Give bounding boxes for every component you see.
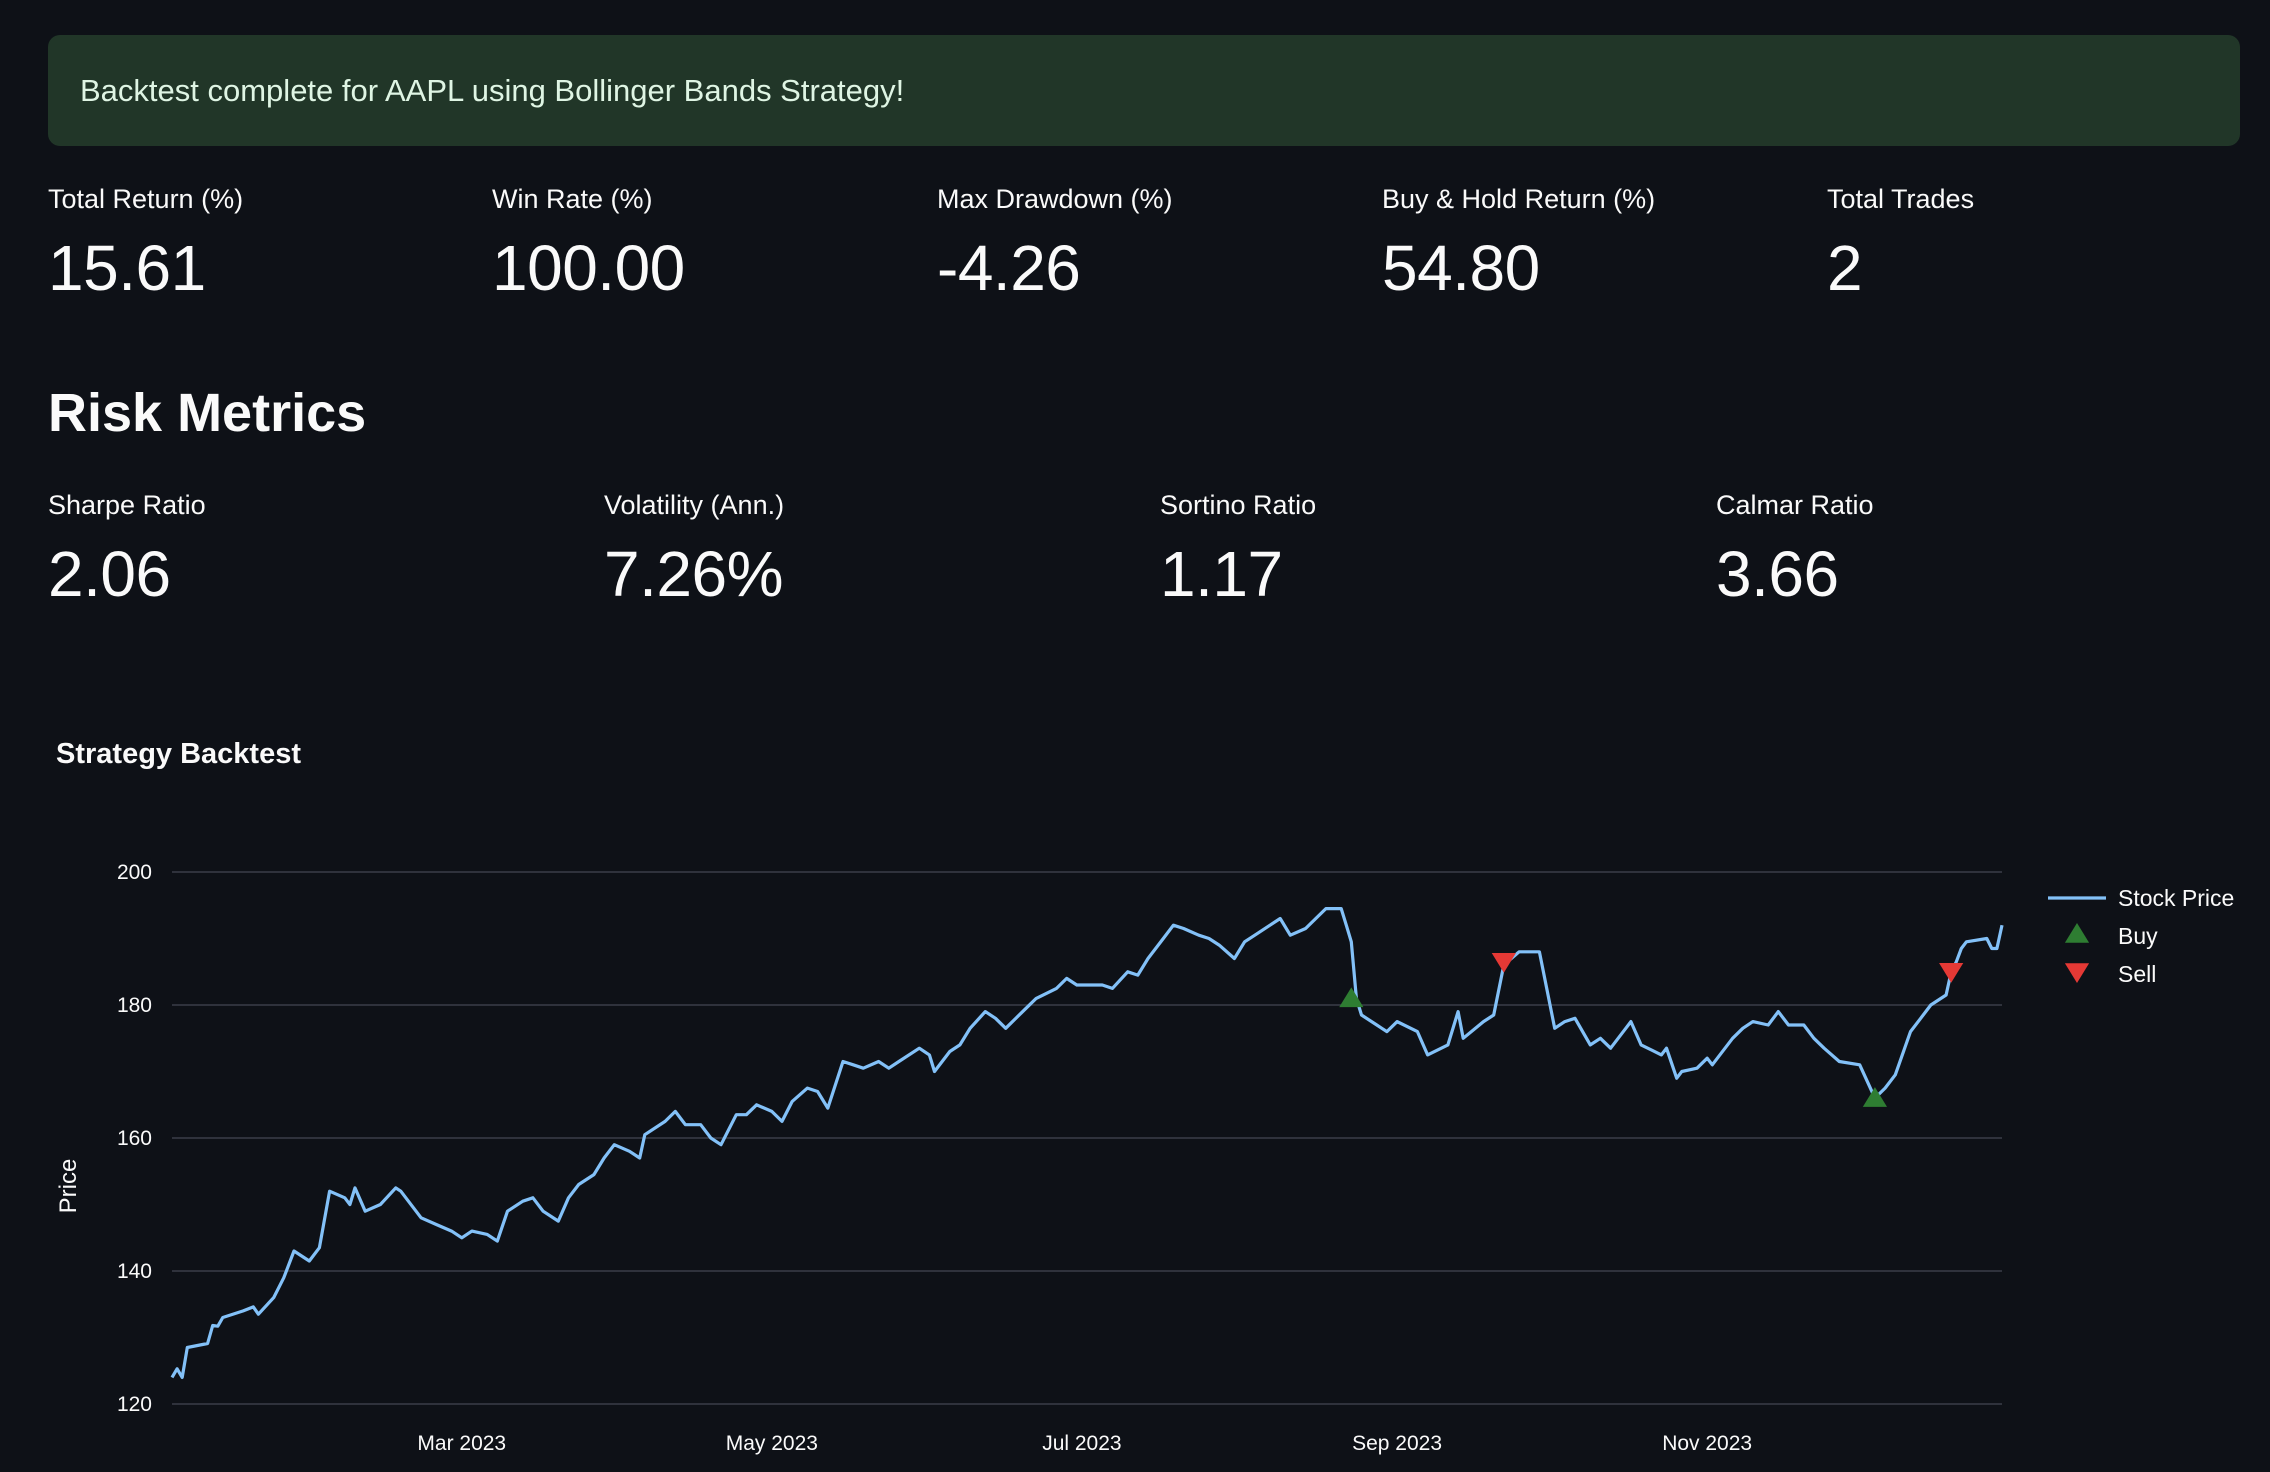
y-tick-label: 160 xyxy=(117,1127,152,1150)
metric-sortino-ratio: Sortino Ratio 1.17 xyxy=(1160,490,1316,611)
legend-buy-label: Buy xyxy=(2118,923,2158,949)
metric-buy-hold-return: Buy & Hold Return (%) 54.80 xyxy=(1382,184,1655,305)
grid-layer xyxy=(172,871,2002,1405)
metric-calmar-ratio: Calmar Ratio 3.66 xyxy=(1716,490,1874,611)
x-tick-label: Mar 2023 xyxy=(417,1432,506,1455)
metric-label: Buy & Hold Return (%) xyxy=(1382,184,1656,214)
x-tick-label: Sep 2023 xyxy=(1352,1432,1442,1455)
legend-sell-label: Sell xyxy=(2118,961,2156,987)
metric-label: Win Rate (%) xyxy=(492,184,653,214)
metric-label: Total Trades xyxy=(1827,184,1975,214)
legend-layer: Stock Price Buy Sell xyxy=(2048,885,2234,987)
metric-label: Max Drawdown (%) xyxy=(937,184,1173,214)
metric-total-trades: Total Trades 2 xyxy=(1827,184,1974,305)
stock-price-line xyxy=(170,907,2004,1379)
metric-value: 100.00 xyxy=(492,232,685,304)
y-tick-label: 120 xyxy=(117,1393,152,1416)
y-tick-label: 200 xyxy=(117,861,152,884)
metric-value: 3.66 xyxy=(1716,538,1839,610)
metric-value: 1.17 xyxy=(1160,538,1283,610)
legend-sell-swatch xyxy=(2064,963,2090,983)
marker-layer xyxy=(1339,952,1964,1107)
metric-value: 15.61 xyxy=(48,232,206,304)
metric-max-drawdown: Max Drawdown (%) -4.26 xyxy=(937,184,1173,305)
x-tick-label: Nov 2023 xyxy=(1662,1432,1752,1455)
sell-marker xyxy=(1939,962,1964,983)
metric-value: 2.06 xyxy=(48,538,171,610)
buy-marker xyxy=(1339,987,1364,1008)
metric-volatility: Volatility (Ann.) 7.26% xyxy=(604,490,784,611)
metric-label: Calmar Ratio xyxy=(1716,490,1874,520)
metric-label: Sharpe Ratio xyxy=(48,490,206,520)
success-alert: Backtest complete for AAPL using Bolling… xyxy=(48,35,2240,146)
metric-label: Total Return (%) xyxy=(48,184,244,214)
metric-sharpe-ratio: Sharpe Ratio 2.06 xyxy=(48,490,206,611)
line-layer xyxy=(170,907,2004,1379)
y-tick-label: 140 xyxy=(117,1260,152,1283)
metric-value: -4.26 xyxy=(937,232,1081,304)
metric-value: 7.26% xyxy=(604,538,783,610)
x-tick-label: Jul 2023 xyxy=(1042,1432,1121,1455)
legend-stock-price-label: Stock Price xyxy=(2118,885,2234,911)
legend-buy-swatch xyxy=(2064,923,2090,943)
sell-marker xyxy=(1491,952,1516,973)
chart-title: Strategy Backtest xyxy=(56,738,301,770)
metric-label: Volatility (Ann.) xyxy=(604,490,785,520)
buy-marker xyxy=(1862,1087,1888,1107)
risk-metrics-heading: Risk Metrics xyxy=(48,383,367,443)
metric-win-rate: Win Rate (%) 100.00 xyxy=(492,184,685,305)
metric-value: 2 xyxy=(1827,232,1863,304)
metric-value: 54.80 xyxy=(1382,232,1540,304)
success-alert-text: Backtest complete for AAPL using Bolling… xyxy=(80,72,905,108)
y-axis-title: Price xyxy=(55,1159,82,1214)
y-tick-label: 180 xyxy=(117,994,152,1017)
metric-label: Sortino Ratio xyxy=(1160,490,1317,520)
x-tick-label: May 2023 xyxy=(726,1432,818,1455)
metric-total-return: Total Return (%) 15.61 xyxy=(48,184,243,305)
axis-layer: 120 140 160 180 200 Mar 2023 May 2023 Jul 2023 S… xyxy=(55,861,1752,1455)
